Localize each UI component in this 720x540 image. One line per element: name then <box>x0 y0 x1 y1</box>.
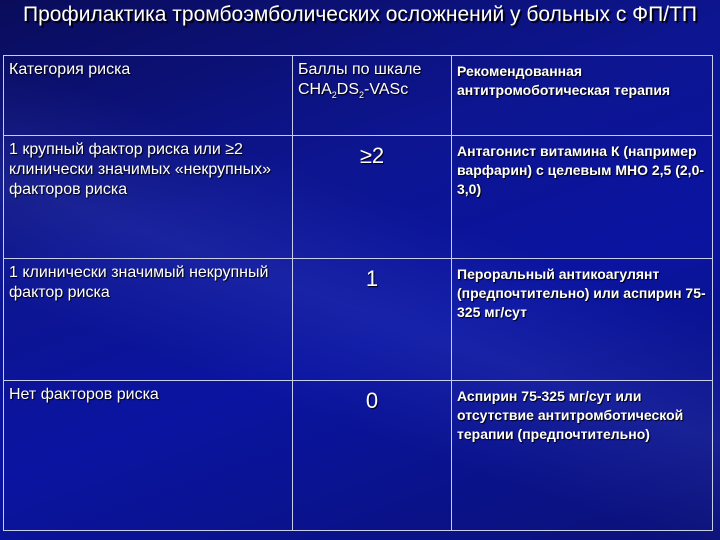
table-header-row: Категория риска Баллы по шкале CHA2DS2-V… <box>3 55 713 136</box>
table-row: 1 клинически значимый некрупный фактор р… <box>3 258 713 381</box>
row-therapy: Пероральный антикоагулянт (предпочтитель… <box>451 258 713 381</box>
header-category: Категория риска <box>3 55 293 136</box>
header-score: Баллы по шкале CHA2DS2-VASc <box>292 55 452 136</box>
row-score: 1 <box>292 258 452 381</box>
row-therapy: Аспирин 75-325 мг/сут или отсутствие ант… <box>451 380 713 531</box>
table-row: Нет факторов риска 0 Аспирин 75-325 мг/с… <box>3 380 713 531</box>
slide-title: Профилактика тромбоэмболических осложнен… <box>22 3 697 26</box>
row-category: Нет факторов риска <box>3 380 293 531</box>
row-therapy: Антагонист витамина К (например варфарин… <box>451 135 713 259</box>
row-category: 1 клинически значимый некрупный фактор р… <box>3 258 293 381</box>
header-therapy: Рекомендованная антитромоботическая тера… <box>451 55 713 136</box>
row-score: ≥2 <box>292 135 452 259</box>
row-category: 1 крупный фактор риска или ≥2 клинически… <box>3 135 293 259</box>
row-score: 0 <box>292 380 452 531</box>
risk-table: Категория риска Баллы по шкале CHA2DS2-V… <box>3 55 713 531</box>
table-row: 1 крупный фактор риска или ≥2 клинически… <box>3 135 713 259</box>
